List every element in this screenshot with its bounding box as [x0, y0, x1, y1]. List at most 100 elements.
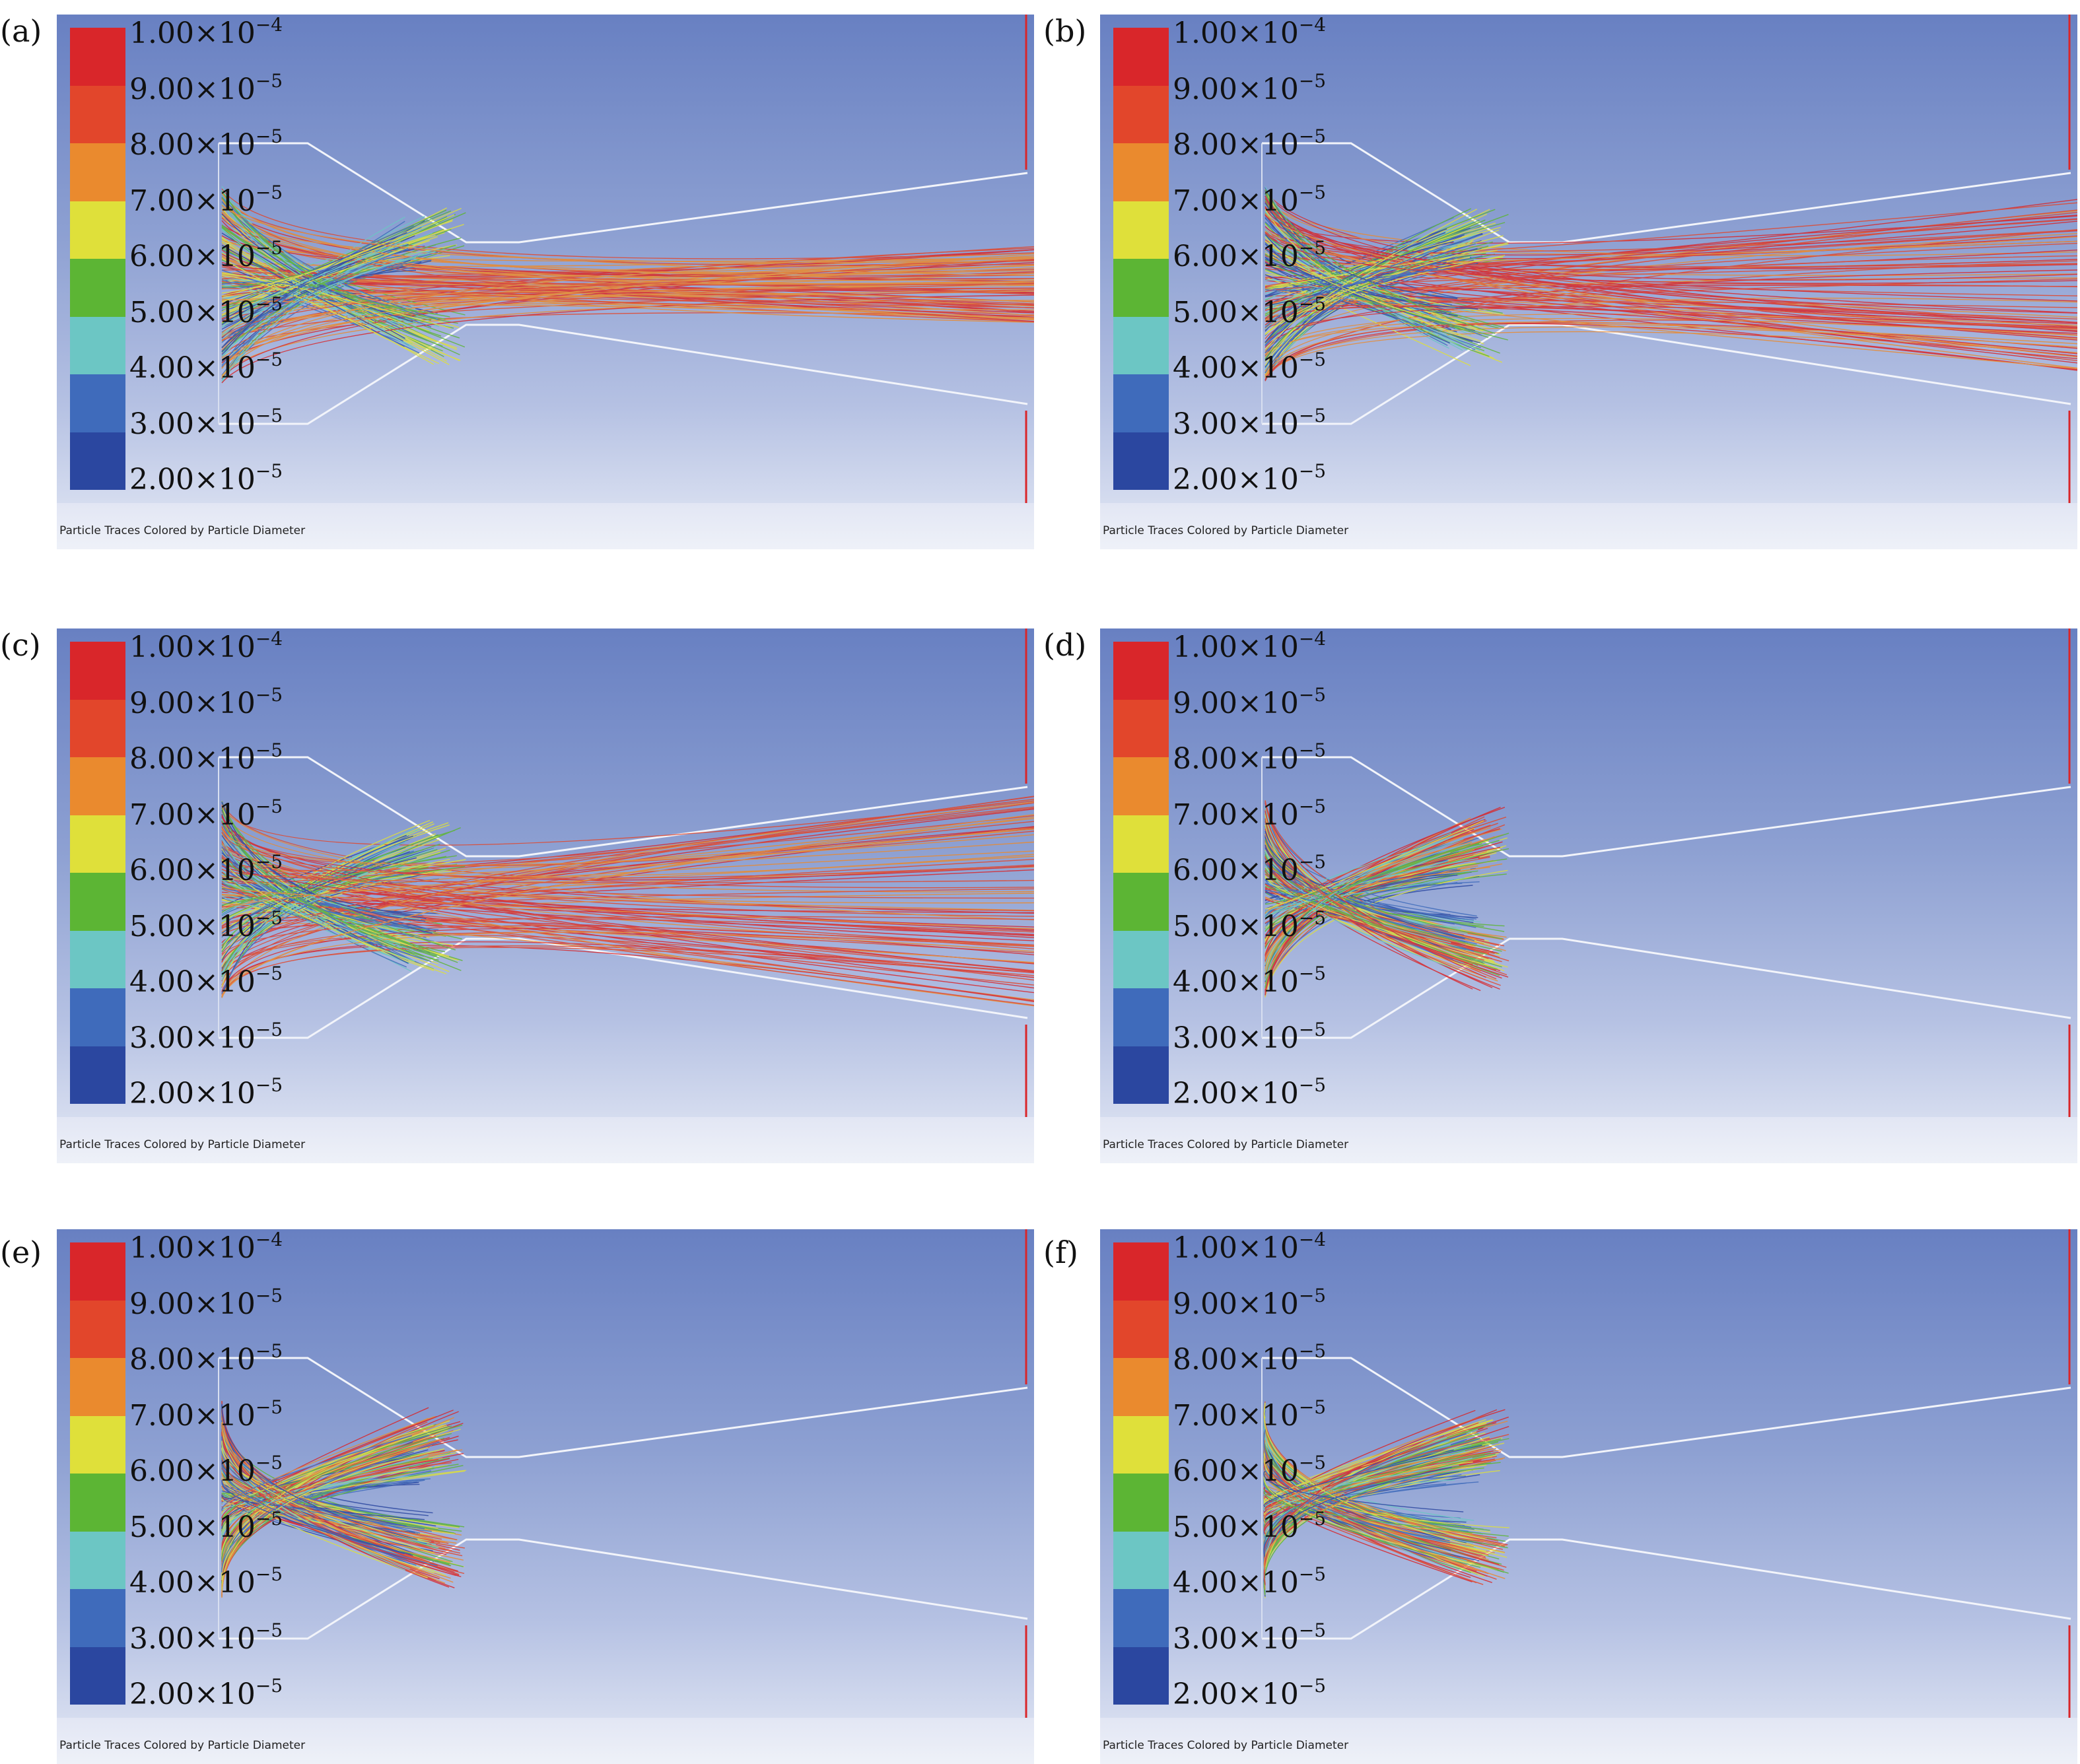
panel-footer: Particle Traces Colored by Particle Diam… [57, 1117, 1034, 1163]
simulation-panel-b: 1.00×10−4 9.00×10−5 8.00×10−5 7.00×10−5 6.00… [1100, 15, 2077, 549]
legend-band [1113, 1415, 1169, 1474]
geometry-outline [218, 1357, 1028, 1640]
legend-band [70, 432, 125, 490]
legend-tick-label: 5.00×10−5 [1173, 292, 1327, 329]
particle-trace-plot [218, 1229, 1028, 1718]
legend-band [70, 642, 125, 700]
legend-tick-label: 5.00×10−5 [129, 906, 283, 943]
legend-band [1113, 432, 1169, 490]
legend-tick-label: 7.00×10−5 [1173, 795, 1327, 832]
legend-tick-label: 1.00×10−4 [129, 1229, 283, 1265]
simulation-panel-d: 1.00×10−4 9.00×10−5 8.00×10−5 7.00×10−5 6.00… [1100, 628, 2077, 1163]
particle-trace-plot [1261, 628, 2071, 1117]
plot-caption: Particle Traces Colored by Particle Diam… [1103, 1739, 1349, 1752]
legend-tick-label: 7.00×10−5 [129, 181, 283, 218]
particle-trace-plot [1261, 1229, 2071, 1718]
legend-band [70, 1242, 125, 1301]
legend-band [1113, 930, 1169, 988]
legend-tick-label: 1.00×10−4 [1173, 628, 1327, 664]
particle-traces [1265, 800, 1509, 998]
legend-tick-label: 2.00×10−5 [1173, 460, 1327, 496]
legend-tick-label: 5.00×10−5 [129, 1507, 283, 1544]
legend-tick-label: 5.00×10−5 [1173, 1507, 1327, 1544]
legend-band [70, 201, 125, 259]
simulation-panel-a: 1.00×10−4 9.00×10−5 8.00×10−5 7.00×10−5 6.00… [57, 15, 1034, 549]
legend-tick-label: 8.00×10−5 [129, 125, 283, 162]
legend-tick-label: 9.00×10−5 [1173, 69, 1327, 106]
legend-band [70, 815, 125, 873]
legend-band [1113, 143, 1169, 201]
legend-band [1113, 642, 1169, 700]
legend-tick-label: 6.00×10−5 [129, 237, 283, 273]
legend-tick-label: 2.00×10−5 [129, 1675, 283, 1711]
legend-tick-label: 8.00×10−5 [1173, 739, 1327, 776]
legend-band [1113, 374, 1169, 432]
particle-trace-plot [218, 15, 1034, 503]
legend-labels: 1.00×10−4 9.00×10−5 8.00×10−5 7.00×10−5 6.00… [129, 628, 301, 1117]
legend-band [1113, 1358, 1169, 1416]
legend-band [1113, 699, 1169, 757]
legend-band [1113, 1300, 1169, 1358]
legend-tick-label: 2.00×10−5 [1173, 1074, 1327, 1110]
simulation-viewport: 1.00×10−4 9.00×10−5 8.00×10−5 7.00×10−5 6.00… [1100, 628, 2077, 1117]
panel-footer: Particle Traces Colored by Particle Diam… [1100, 1117, 2077, 1163]
panel-footer: Particle Traces Colored by Particle Diam… [57, 1718, 1034, 1764]
legend-band [70, 1589, 125, 1647]
panel-label: (b) [1043, 13, 1087, 49]
simulation-panel-c: 1.00×10−4 9.00×10−5 8.00×10−5 7.00×10−5 6.00… [57, 628, 1034, 1163]
legend-tick-label: 8.00×10−5 [1173, 125, 1327, 162]
simulation-panel-f: 1.00×10−4 9.00×10−5 8.00×10−5 7.00×10−5 6.00… [1100, 1229, 2077, 1764]
legend-labels: 1.00×10−4 9.00×10−5 8.00×10−5 7.00×10−5 6.00… [1173, 628, 1344, 1117]
particle-traces [1263, 1401, 1509, 1598]
legend-tick-label: 1.00×10−4 [129, 628, 283, 664]
particle-traces [1265, 186, 2077, 382]
legend-band [1113, 316, 1169, 374]
color-legend [70, 1242, 125, 1705]
legend-band [1113, 259, 1169, 317]
legend-band [70, 85, 125, 143]
legend-band [70, 1415, 125, 1474]
legend-band [70, 988, 125, 1046]
legend-tick-label: 3.00×10−5 [129, 404, 283, 441]
legend-tick-label: 9.00×10−5 [129, 1284, 283, 1321]
particle-traces [221, 1400, 466, 1598]
legend-tick-label: 6.00×10−5 [1173, 237, 1327, 273]
legend-tick-label: 4.00×10−5 [1173, 963, 1327, 999]
panel-label: (e) [0, 1235, 42, 1270]
legend-band [70, 1474, 125, 1532]
color-legend [70, 642, 125, 1104]
simulation-viewport: 1.00×10−4 9.00×10−5 8.00×10−5 7.00×10−5 6.00… [1100, 15, 2077, 503]
legend-band [1113, 1046, 1169, 1104]
legend-tick-label: 3.00×10−5 [1173, 404, 1327, 441]
legend-band [1113, 28, 1169, 86]
legend-band [1113, 757, 1169, 815]
legend-band [70, 1531, 125, 1589]
simulation-viewport: 1.00×10−4 9.00×10−5 8.00×10−5 7.00×10−5 6.00… [57, 15, 1034, 503]
plot-caption: Particle Traces Colored by Particle Diam… [59, 1138, 306, 1151]
legend-band [1113, 1531, 1169, 1589]
plot-caption: Particle Traces Colored by Particle Diam… [1103, 1138, 1349, 1151]
legend-tick-label: 4.00×10−5 [129, 349, 283, 385]
legend-tick-label: 8.00×10−5 [129, 1340, 283, 1376]
legend-tick-label: 6.00×10−5 [1173, 851, 1327, 887]
legend-labels: 1.00×10−4 9.00×10−5 8.00×10−5 7.00×10−5 6.00… [1173, 1229, 1344, 1718]
panel-label: (d) [1043, 627, 1087, 663]
legend-tick-label: 4.00×10−5 [1173, 1563, 1327, 1600]
plot-caption: Particle Traces Colored by Particle Diam… [59, 1739, 306, 1752]
legend-labels: 1.00×10−4 9.00×10−5 8.00×10−5 7.00×10−5 6.00… [129, 1229, 301, 1718]
legend-band [70, 873, 125, 931]
legend-band [70, 1300, 125, 1358]
panel-footer: Particle Traces Colored by Particle Diam… [57, 503, 1034, 549]
legend-tick-label: 1.00×10−4 [1173, 1229, 1327, 1265]
legend-labels: 1.00×10−4 9.00×10−5 8.00×10−5 7.00×10−5 6.00… [1173, 15, 1344, 503]
legend-band [1113, 85, 1169, 143]
geometry-outline [1261, 756, 2071, 1039]
particle-trace-plot [1261, 15, 2077, 503]
legend-band [1113, 1474, 1169, 1532]
legend-band [70, 259, 125, 317]
legend-tick-label: 4.00×10−5 [1173, 349, 1327, 385]
legend-labels: 1.00×10−4 9.00×10−5 8.00×10−5 7.00×10−5 6.00… [129, 15, 301, 503]
legend-tick-label: 2.00×10−5 [1173, 1675, 1327, 1711]
panel-footer: Particle Traces Colored by Particle Diam… [1100, 503, 2077, 549]
legend-band [70, 1046, 125, 1104]
